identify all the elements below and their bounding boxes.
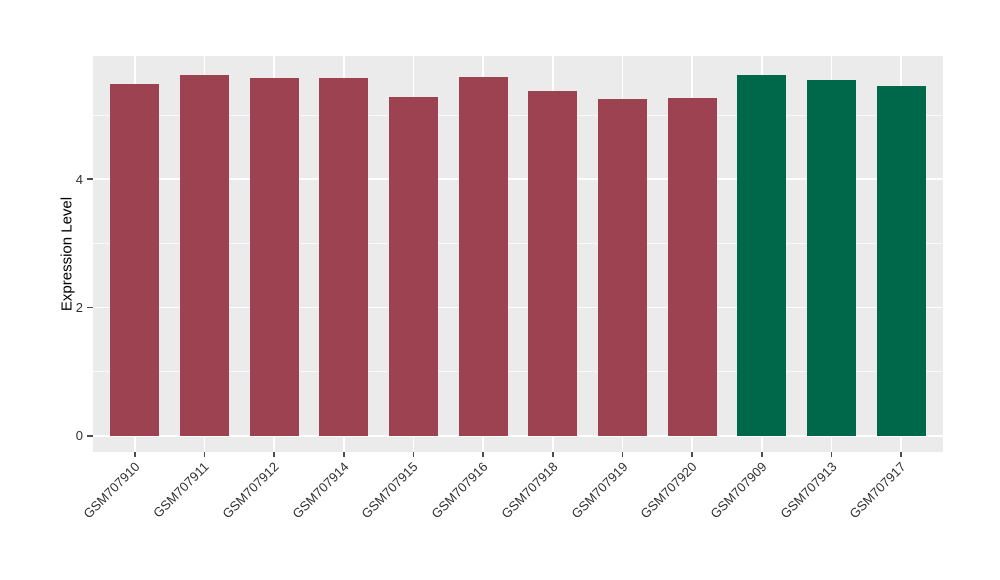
gridline-major-y0 [93,435,943,437]
x-label-text-GSM707909: GSM707909 [707,459,770,522]
gridline-minor-y1 [93,371,943,373]
x-tick-GSM707911 [203,452,206,457]
y-label-2: 2 [75,300,83,316]
bar-GSM707912 [249,78,299,436]
x-tick-GSM707916 [482,452,484,457]
x-label-text-GSM707917: GSM707917 [846,459,909,522]
x-tick-GSM707920 [691,452,693,457]
bar-GSM707920 [667,98,717,436]
x-label-text-GSM707911: GSM707911 [150,459,213,521]
plot-panel [93,56,943,452]
x-label-text-GSM707916: GSM707916 [428,459,491,522]
x-label-text-GSM707910: GSM707910 [80,459,143,522]
x-tick-GSM707917 [900,452,902,457]
bar-GSM707918 [528,91,578,436]
x-tick-GSM707919 [621,452,624,457]
x-label-text-GSM707914: GSM707914 [289,459,352,522]
y-tick-0 [87,435,93,437]
gridline-major-y4 [93,178,943,180]
y-tick-4 [87,178,93,180]
bar-GSM707911 [180,75,229,436]
bar-GSM707919 [598,99,647,436]
y-label-4: 4 [75,171,83,187]
y-label-0: 0 [75,428,83,444]
bar-GSM707910 [110,83,160,436]
gridline-minor-y3 [93,242,943,244]
x-label-text-GSM707919: GSM707919 [567,459,631,522]
x-label-text-GSM707912: GSM707912 [219,459,282,522]
x-tick-GSM707910 [134,452,136,457]
x-label-text-GSM707918: GSM707918 [498,459,561,522]
x-label-text-GSM707915: GSM707915 [358,459,422,522]
x-tick-GSM707915 [412,452,415,457]
y-axis-title: Expression Level [58,196,76,312]
bar-GSM707914 [319,78,369,436]
bar-GSM707915 [389,97,438,436]
x-tick-GSM707909 [761,452,763,457]
x-tick-GSM707912 [273,452,275,457]
x-label-text-GSM707913: GSM707913 [776,459,840,522]
x-tick-GSM707913 [830,452,833,457]
bar-GSM707917 [876,86,926,436]
gridline-major-y2 [93,306,943,309]
x-tick-GSM707918 [552,452,554,457]
x-label-text-GSM707920: GSM707920 [637,459,700,522]
bar-GSM707916 [458,76,508,436]
gridline-minor-y5 [93,114,943,116]
bar-GSM707913 [807,80,856,436]
x-tick-GSM707914 [343,452,345,457]
y-tick-2 [87,306,93,309]
bar-GSM707909 [737,74,787,436]
